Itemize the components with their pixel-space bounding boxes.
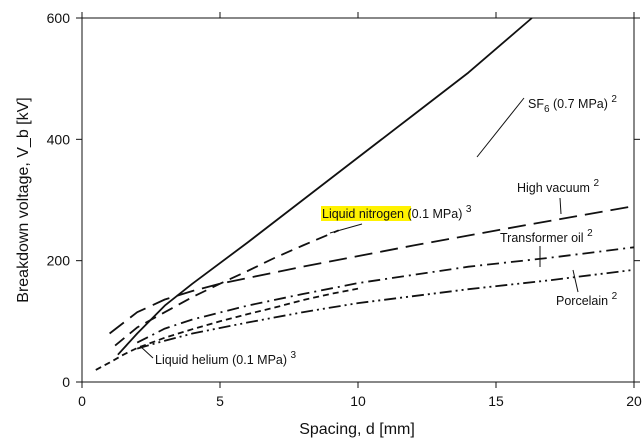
series-label-leader-0 bbox=[476, 97, 525, 158]
series-label-5: Liquid helium (0.1 MPa) 3 bbox=[155, 350, 297, 367]
series-label-main-5: Liquid helium bbox=[155, 353, 229, 367]
y-tick-label-1: 200 bbox=[47, 253, 71, 269]
y-tick-label-0: 0 bbox=[62, 374, 70, 390]
series-label-sup-3: 2 bbox=[587, 228, 593, 239]
series-label-sup-4: 2 bbox=[612, 291, 618, 302]
series-label-sup-0: 2 bbox=[611, 94, 617, 105]
series-label-main-2: Liquid nitrogen bbox=[322, 207, 404, 221]
series-label-sup-2: 3 bbox=[466, 204, 472, 215]
x-tick-label-1: 5 bbox=[216, 393, 224, 409]
series-label-sub-0: 6 bbox=[544, 104, 550, 115]
series-line-liquid-helium bbox=[95, 287, 359, 371]
series-label-main-1: High vacuum bbox=[517, 181, 590, 195]
x-axis-title: Spacing, d [mm] bbox=[299, 421, 415, 438]
series-label-3: Transformer oil 2 bbox=[500, 228, 593, 245]
series-label-leader-2 bbox=[329, 223, 363, 234]
series-line-transformer-oil bbox=[136, 246, 635, 344]
series-label-leader-4 bbox=[572, 269, 579, 293]
series-label-tail-0: (0.7 MPa) bbox=[550, 97, 612, 111]
series-label-sup-1: 2 bbox=[593, 178, 599, 189]
x-tick-label-0: 0 bbox=[78, 393, 86, 409]
y-tick-label-3: 600 bbox=[47, 10, 71, 26]
series-label-sup-5: 3 bbox=[291, 350, 297, 361]
series-label-2: Liquid nitrogen (0.1 MPa) 3 bbox=[322, 204, 472, 221]
series-label-1: High vacuum 2 bbox=[517, 178, 599, 195]
series-line-porcelain bbox=[136, 268, 635, 350]
series-label-0: SF6 (0.7 MPa) 2 bbox=[528, 94, 617, 115]
series-group bbox=[95, 17, 635, 371]
x-tick-label-2: 10 bbox=[350, 393, 366, 409]
series-line-liquid-nitrogen bbox=[114, 229, 340, 347]
series-line-high-vacuum bbox=[109, 205, 635, 335]
series-label-4: Porcelain 2 bbox=[556, 291, 618, 308]
series-label-main-3: Transformer oil bbox=[500, 231, 584, 245]
y-tick-label-2: 400 bbox=[47, 131, 71, 147]
series-label-leader-1 bbox=[559, 197, 562, 215]
series-label-leader-5 bbox=[139, 345, 154, 359]
x-tick-label-3: 15 bbox=[488, 393, 504, 409]
series-label-main-4: Porcelain bbox=[556, 294, 608, 308]
y-axis-title: Breakdown voltage, V_b [kV] bbox=[15, 97, 32, 302]
series-label-tail-5: (0.1 MPa) bbox=[229, 353, 291, 367]
series-label-tail-2: (0.1 MPa) bbox=[404, 207, 466, 221]
series-label-highlight-2 bbox=[321, 206, 411, 221]
x-tick-label-4: 20 bbox=[626, 393, 642, 409]
series-label-main-0: SF bbox=[528, 97, 544, 111]
